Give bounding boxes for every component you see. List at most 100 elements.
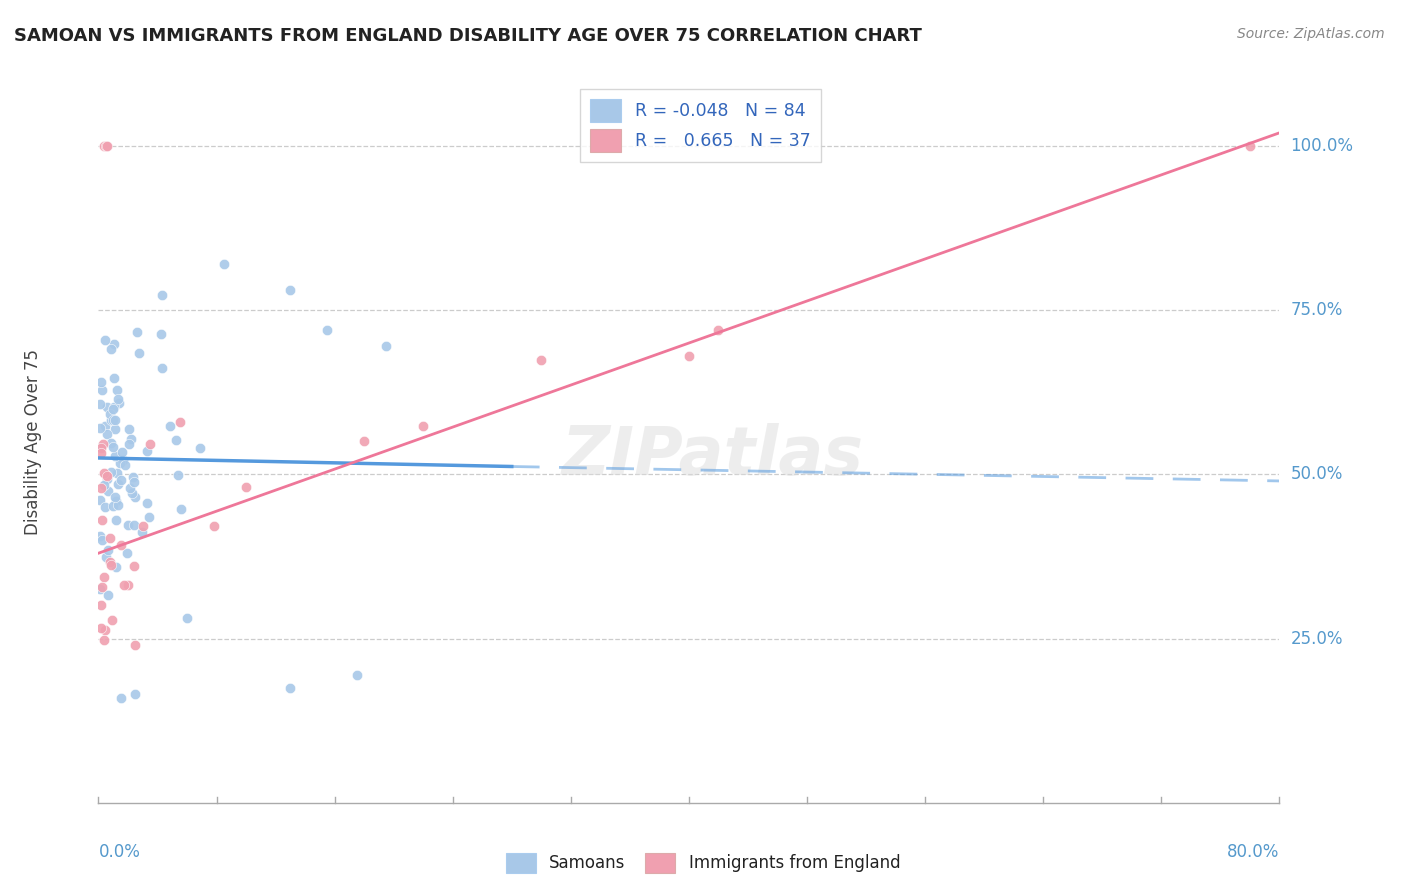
Point xyxy=(107,477,129,491)
Point xyxy=(103,441,125,455)
Point xyxy=(96,139,118,153)
Point xyxy=(93,478,115,492)
Point xyxy=(117,518,139,533)
Point xyxy=(90,598,112,612)
Point xyxy=(94,333,117,347)
Point xyxy=(124,687,146,701)
Point xyxy=(165,433,187,447)
Point xyxy=(90,513,112,527)
Text: 50.0%: 50.0% xyxy=(1291,466,1343,483)
Point xyxy=(91,533,114,547)
Point xyxy=(110,538,132,552)
Point xyxy=(107,392,129,406)
Point xyxy=(202,519,225,533)
Point xyxy=(89,582,111,597)
Point xyxy=(101,499,124,513)
Point xyxy=(93,570,115,584)
Point xyxy=(104,490,127,504)
Point xyxy=(280,681,302,695)
Point xyxy=(101,613,124,627)
Point xyxy=(90,440,112,454)
Point xyxy=(170,501,193,516)
Text: Source: ZipAtlas.com: Source: ZipAtlas.com xyxy=(1237,27,1385,41)
Text: 100.0%: 100.0% xyxy=(1291,137,1354,155)
Point xyxy=(114,458,136,472)
Point xyxy=(316,323,339,337)
Point xyxy=(124,490,146,504)
Point xyxy=(127,325,149,339)
Point xyxy=(103,371,125,385)
Point xyxy=(353,434,375,448)
Point xyxy=(104,449,127,463)
Point xyxy=(111,453,134,467)
Point xyxy=(100,436,122,450)
Point xyxy=(97,484,120,499)
Point xyxy=(188,441,211,455)
Point xyxy=(1239,139,1261,153)
Point xyxy=(90,445,112,459)
Point xyxy=(105,513,128,527)
Text: SAMOAN VS IMMIGRANTS FROM ENGLAND DISABILITY AGE OVER 75 CORRELATION CHART: SAMOAN VS IMMIGRANTS FROM ENGLAND DISABI… xyxy=(14,27,922,45)
Point xyxy=(93,139,115,153)
Point xyxy=(111,445,134,459)
Text: 80.0%: 80.0% xyxy=(1227,843,1279,861)
Point xyxy=(91,383,114,397)
Point xyxy=(122,559,145,574)
Point xyxy=(235,480,257,494)
Point xyxy=(94,139,117,153)
Point xyxy=(97,588,120,602)
Point xyxy=(93,419,115,434)
Point xyxy=(412,418,434,433)
Legend: Samoans, Immigrants from England: Samoans, Immigrants from England xyxy=(499,847,907,880)
Point xyxy=(124,518,146,533)
Point xyxy=(90,441,112,455)
Point xyxy=(124,475,146,489)
Point xyxy=(94,623,117,637)
Point xyxy=(96,426,118,441)
Point xyxy=(280,284,302,298)
Point xyxy=(131,518,153,533)
Point xyxy=(93,633,115,648)
Point xyxy=(97,543,120,558)
Point xyxy=(375,339,398,353)
Point xyxy=(176,611,198,625)
Point xyxy=(90,376,112,390)
Point xyxy=(346,667,368,681)
Point xyxy=(89,492,111,507)
Point xyxy=(124,638,146,652)
Point xyxy=(100,558,122,572)
Point xyxy=(139,437,162,451)
Point xyxy=(707,323,730,337)
Point xyxy=(121,470,143,484)
Point xyxy=(90,621,112,635)
Point xyxy=(103,400,125,414)
Point xyxy=(98,555,121,569)
Point xyxy=(89,420,111,434)
Point xyxy=(89,397,111,411)
Point xyxy=(103,336,125,351)
Text: 0.0%: 0.0% xyxy=(98,843,141,861)
Point xyxy=(112,578,135,592)
Point xyxy=(115,546,138,560)
Point xyxy=(105,384,128,398)
Point xyxy=(120,481,142,495)
Point xyxy=(136,496,159,510)
Point xyxy=(110,474,132,488)
Point xyxy=(91,437,114,451)
Point xyxy=(91,580,114,594)
Point xyxy=(678,349,700,363)
Point xyxy=(100,465,122,479)
Point xyxy=(100,413,122,427)
Point xyxy=(212,257,235,271)
Text: Disability Age Over 75: Disability Age Over 75 xyxy=(24,349,42,534)
Point xyxy=(138,510,160,524)
Point xyxy=(96,472,118,486)
Point xyxy=(128,346,150,360)
Point xyxy=(131,525,153,540)
Point xyxy=(159,418,181,433)
Point xyxy=(98,407,121,421)
Point xyxy=(135,444,157,458)
Point xyxy=(100,342,122,356)
Point xyxy=(117,422,139,436)
Point xyxy=(108,396,131,410)
